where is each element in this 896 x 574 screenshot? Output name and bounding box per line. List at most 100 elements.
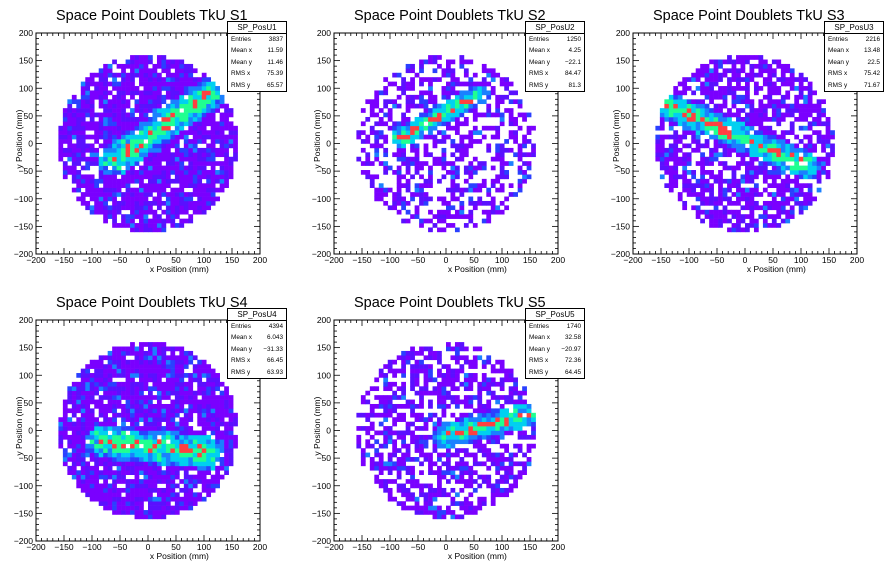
histogram-bin	[174, 134, 180, 140]
histogram-bin	[130, 496, 135, 502]
histogram-bin	[210, 121, 216, 127]
chart-title: Space Point Doublets TkU S2	[354, 8, 546, 24]
histogram-bin	[727, 130, 732, 135]
histogram-bin	[219, 448, 225, 453]
histogram-bin	[201, 112, 207, 118]
histogram-bin	[691, 170, 697, 175]
histogram-bin	[170, 355, 176, 361]
histogram-bin	[85, 86, 91, 91]
histogram-bin	[134, 474, 140, 480]
histogram-bin	[197, 187, 203, 193]
histogram-bin	[165, 487, 171, 493]
histogram-bin	[161, 395, 167, 400]
histogram-bin	[165, 368, 171, 374]
histogram-bin	[771, 112, 777, 118]
histogram-bin	[490, 430, 496, 436]
histogram-bin	[713, 139, 719, 144]
histogram-bin	[785, 68, 791, 74]
histogram-bin	[210, 125, 216, 131]
histogram-bin	[183, 103, 189, 109]
histogram-bin	[188, 116, 194, 122]
histogram-bin	[148, 430, 153, 436]
histogram-bin	[794, 134, 800, 140]
histogram-bin	[233, 443, 238, 449]
histogram-bin	[156, 470, 162, 475]
histogram-bin	[691, 116, 697, 122]
histogram-bin	[495, 108, 501, 113]
histogram-bin	[143, 399, 149, 405]
histogram-bin	[103, 90, 108, 96]
histogram-bin	[107, 373, 113, 378]
histogram-bin	[112, 192, 117, 197]
histogram-bin	[691, 90, 697, 96]
histogram-bin	[677, 103, 683, 109]
histogram-bin	[215, 373, 220, 378]
histogram-bin	[179, 461, 185, 467]
histogram-bin	[414, 501, 420, 506]
histogram-bin	[704, 143, 710, 149]
histogram-bin	[224, 161, 229, 166]
histogram-bin	[392, 452, 398, 458]
histogram-bin	[188, 487, 194, 493]
histogram-bin	[794, 156, 800, 162]
histogram-bin	[116, 390, 122, 396]
histogram-bin	[745, 214, 750, 219]
histogram-bin	[130, 130, 135, 135]
histogram-bin	[134, 174, 140, 180]
histogram-bin	[387, 381, 393, 387]
histogram-bin	[179, 479, 185, 484]
histogram-bin	[85, 386, 91, 392]
histogram-bin	[499, 81, 505, 87]
histogram-bin	[740, 55, 746, 60]
histogram-bin	[215, 178, 220, 184]
histogram-bin	[446, 205, 451, 211]
histogram-bin	[517, 399, 523, 405]
histogram-bin	[432, 55, 438, 60]
histogram-bin	[495, 487, 501, 493]
histogram-bin	[165, 474, 171, 480]
histogram-bin	[134, 143, 140, 149]
histogram-bin	[116, 130, 122, 135]
histogram-bin	[780, 81, 786, 87]
histogram-bin	[125, 399, 131, 405]
histogram-bin	[691, 187, 697, 193]
histogram-bin	[481, 68, 487, 74]
histogram-bin	[233, 125, 238, 131]
histogram-bin	[709, 77, 714, 82]
histogram-bin	[170, 223, 176, 228]
histogram-bin	[148, 373, 153, 378]
histogram-bin	[794, 152, 800, 158]
histogram-bin	[709, 81, 714, 87]
histogram-bin	[374, 465, 380, 471]
histogram-bin	[197, 200, 203, 206]
histogram-bin	[71, 474, 77, 480]
histogram-bin	[121, 346, 126, 352]
y-tick-label: −50	[19, 453, 34, 463]
histogram-bin	[98, 426, 104, 431]
histogram-bin	[188, 417, 194, 422]
histogram-bin	[170, 116, 176, 122]
histogram-bin	[745, 187, 750, 193]
histogram-bin	[378, 161, 384, 166]
histogram-bin	[387, 395, 393, 400]
histogram-bin	[490, 183, 496, 188]
histogram-bin	[71, 152, 77, 158]
histogram-bin	[776, 134, 782, 140]
histogram-bin	[495, 439, 501, 445]
histogram-bin	[85, 156, 91, 162]
histogram-bin	[71, 470, 77, 475]
histogram-bin	[170, 121, 176, 127]
histogram-bin	[481, 434, 487, 440]
histogram-bin	[522, 386, 527, 392]
histogram-bin	[749, 192, 755, 197]
y-tick-label: 150	[616, 56, 630, 66]
histogram-bin	[401, 434, 406, 440]
histogram-bin	[139, 501, 144, 506]
histogram-bin	[740, 125, 746, 131]
histogram-bin	[179, 381, 185, 387]
histogram-bin	[369, 130, 375, 135]
histogram-panel-5: Space Point Doublets TkU S5 −200 −150 −100−…	[298, 287, 588, 567]
histogram-bin	[188, 90, 194, 96]
histogram-bin	[383, 90, 389, 96]
histogram-bin	[383, 430, 389, 436]
